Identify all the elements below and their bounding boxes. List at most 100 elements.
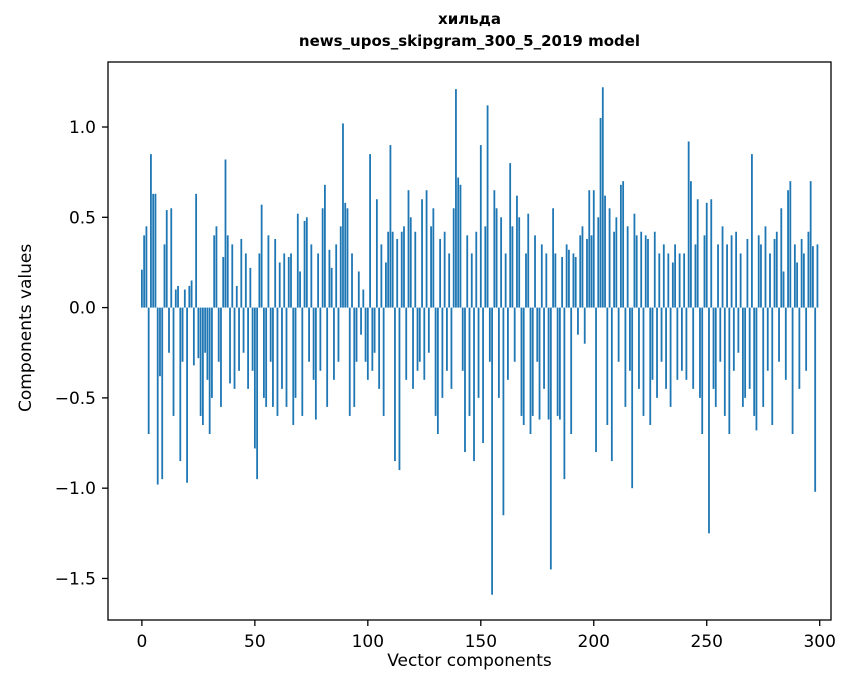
bar (407, 190, 410, 308)
bar (450, 307, 453, 389)
bar (592, 190, 595, 308)
bar (597, 217, 600, 308)
bar (398, 307, 401, 471)
bar (292, 307, 295, 425)
bar (796, 262, 799, 308)
bar (583, 307, 586, 344)
bar (529, 307, 532, 434)
bar (448, 253, 451, 308)
chart-title-line2: news_upos_skipgram_300_5_2019 model (298, 32, 641, 50)
y-tick-label: −1.0 (55, 479, 96, 499)
bar (215, 226, 218, 308)
bar (741, 307, 744, 407)
bar (409, 217, 412, 308)
bar (217, 307, 220, 362)
bar (629, 307, 631, 371)
bar (651, 307, 654, 380)
bar (791, 307, 794, 434)
bar (242, 307, 245, 353)
bar (644, 235, 647, 308)
bar (586, 238, 588, 308)
bar (493, 190, 496, 308)
bar (572, 253, 575, 308)
bar (484, 226, 487, 308)
bar (468, 307, 471, 416)
bar (479, 145, 482, 308)
bar (348, 307, 351, 416)
bar (375, 199, 378, 308)
bar (362, 289, 365, 308)
bar (272, 307, 274, 407)
bar (385, 262, 387, 308)
bar (206, 307, 209, 380)
bar (172, 307, 175, 416)
bar (635, 235, 638, 308)
bar (344, 202, 347, 308)
bar (145, 226, 148, 308)
bar (226, 235, 229, 308)
bar (647, 238, 649, 308)
bar (660, 307, 663, 362)
bar (285, 307, 288, 407)
bar (699, 307, 701, 398)
bar (753, 307, 756, 416)
bar (812, 246, 814, 308)
bar (816, 244, 819, 308)
bar (723, 307, 726, 416)
bar (525, 253, 527, 308)
bar (195, 193, 198, 308)
bar (680, 307, 683, 371)
bar (787, 190, 789, 308)
bar (256, 307, 259, 480)
bar (457, 177, 460, 308)
bar (378, 307, 381, 389)
bar (667, 253, 670, 308)
bar (430, 226, 432, 308)
bar (220, 307, 222, 407)
bar (281, 307, 283, 389)
x-tick-label: 100 (352, 632, 384, 652)
bar (317, 253, 320, 308)
bar (728, 307, 731, 434)
bar (619, 184, 622, 308)
bar (552, 208, 554, 308)
bar (177, 285, 179, 308)
bar (746, 238, 749, 308)
bar (380, 244, 383, 308)
bar (233, 307, 236, 389)
bar (658, 253, 661, 308)
bar (260, 204, 263, 308)
bar (253, 307, 256, 449)
bar (726, 244, 728, 308)
bar (633, 213, 636, 308)
bar (793, 244, 796, 308)
y-tick-label: −0.5 (55, 389, 96, 409)
bar (547, 307, 550, 420)
bar (190, 280, 193, 308)
bar (488, 307, 491, 362)
bar (201, 307, 204, 425)
bar (500, 217, 503, 308)
bar (744, 307, 747, 398)
bar (387, 231, 390, 308)
bar (441, 307, 444, 398)
bar (267, 235, 270, 308)
bar (328, 249, 331, 308)
bar (690, 181, 692, 308)
bar (269, 307, 272, 362)
bar (308, 307, 310, 362)
bar (615, 217, 618, 308)
bar (439, 238, 442, 308)
bar (394, 307, 396, 462)
bar (156, 307, 159, 485)
bar (464, 307, 466, 453)
bar (606, 307, 609, 425)
bar (213, 235, 216, 308)
bar (771, 307, 774, 425)
bar (423, 307, 426, 380)
bar (610, 307, 613, 462)
bar (624, 307, 627, 407)
bar (305, 217, 308, 308)
bar (705, 202, 708, 308)
bar (418, 307, 421, 362)
